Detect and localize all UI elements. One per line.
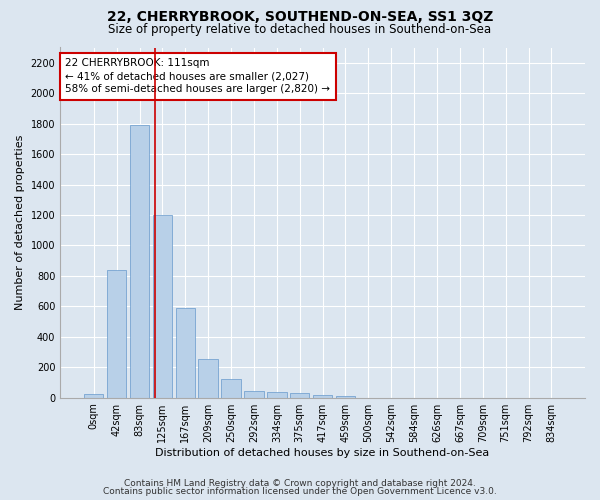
Bar bbox=[290, 393, 310, 398]
Bar bbox=[221, 378, 241, 398]
Text: Contains HM Land Registry data © Crown copyright and database right 2024.: Contains HM Land Registry data © Crown c… bbox=[124, 478, 476, 488]
Text: Contains public sector information licensed under the Open Government Licence v3: Contains public sector information licen… bbox=[103, 487, 497, 496]
Bar bbox=[267, 392, 287, 398]
Bar bbox=[199, 359, 218, 398]
Bar bbox=[130, 125, 149, 398]
Y-axis label: Number of detached properties: Number of detached properties bbox=[15, 135, 25, 310]
Text: 22 CHERRYBROOK: 111sqm
← 41% of detached houses are smaller (2,027)
58% of semi-: 22 CHERRYBROOK: 111sqm ← 41% of detached… bbox=[65, 58, 331, 94]
Bar bbox=[176, 308, 195, 398]
Bar bbox=[336, 396, 355, 398]
Bar bbox=[313, 396, 332, 398]
Bar bbox=[152, 215, 172, 398]
Bar bbox=[84, 394, 103, 398]
Bar bbox=[107, 270, 127, 398]
Text: 22, CHERRYBROOK, SOUTHEND-ON-SEA, SS1 3QZ: 22, CHERRYBROOK, SOUTHEND-ON-SEA, SS1 3Q… bbox=[107, 10, 493, 24]
Bar bbox=[244, 391, 263, 398]
Text: Size of property relative to detached houses in Southend-on-Sea: Size of property relative to detached ho… bbox=[109, 22, 491, 36]
X-axis label: Distribution of detached houses by size in Southend-on-Sea: Distribution of detached houses by size … bbox=[155, 448, 490, 458]
